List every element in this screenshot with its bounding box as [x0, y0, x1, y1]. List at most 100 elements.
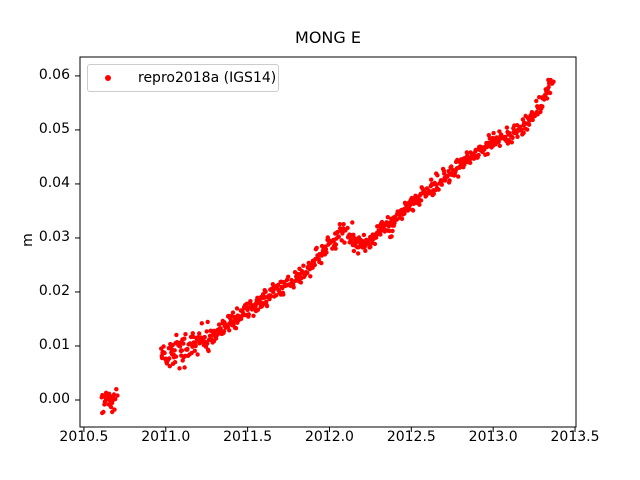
data-point [183, 332, 188, 337]
y-tick-label: 0.05 [38, 121, 70, 138]
data-point [177, 366, 182, 371]
data-point [324, 250, 329, 255]
data-point [305, 270, 310, 276]
data-point [312, 262, 317, 268]
data-point [205, 319, 210, 325]
data-point [308, 274, 313, 279]
data-point [402, 211, 407, 216]
data-point [213, 336, 219, 341]
data-point [289, 277, 294, 283]
data-point [190, 331, 195, 336]
data-point [372, 241, 378, 247]
data-point [515, 134, 520, 139]
data-point [505, 141, 511, 146]
data-point [373, 235, 379, 240]
data-point [215, 332, 220, 338]
data-point [182, 365, 187, 370]
data-point [538, 109, 543, 115]
data-point [337, 222, 342, 227]
data-point [268, 294, 274, 299]
data-point [162, 350, 167, 356]
scatter-points [99, 77, 556, 416]
data-point [173, 354, 179, 359]
data-point [185, 346, 190, 352]
data-point [114, 387, 119, 392]
data-point [392, 220, 397, 226]
data-point [205, 341, 210, 346]
y-tick-label: 0.00 [38, 391, 70, 408]
data-point [521, 130, 526, 136]
y-tick-label: 0.04 [38, 175, 70, 192]
data-point [530, 117, 535, 123]
data-point [281, 292, 286, 297]
data-point [271, 289, 276, 295]
data-point [227, 328, 232, 333]
data-point [100, 394, 106, 399]
data-point [546, 84, 551, 90]
data-point [534, 98, 539, 104]
chart-title: MONG E [295, 28, 361, 47]
data-point [504, 125, 510, 130]
data-point [378, 232, 383, 237]
y-tick-label: 0.06 [38, 67, 70, 84]
data-point [230, 310, 236, 315]
data-point [368, 244, 373, 249]
data-point [496, 139, 501, 145]
data-point [509, 140, 514, 145]
x-tick-label: 2011.5 [223, 429, 273, 445]
x-tick-label: 2011.0 [141, 429, 191, 445]
data-point [233, 326, 239, 331]
data-point [485, 151, 490, 157]
data-point [248, 299, 253, 304]
data-point [234, 306, 240, 311]
data-point [449, 164, 454, 169]
data-point [189, 350, 194, 356]
data-point [291, 285, 296, 290]
data-point [439, 182, 444, 187]
data-point [319, 260, 324, 266]
data-point [167, 356, 172, 361]
data-point [436, 187, 441, 192]
y-tick-label: 0.02 [38, 283, 70, 300]
y-tick-label: 0.01 [38, 337, 70, 354]
data-point [115, 393, 120, 398]
y-tick-label: 0.03 [38, 229, 70, 246]
legend-dot-icon [105, 75, 111, 81]
data-point [350, 220, 355, 225]
data-point [435, 173, 440, 178]
data-point [363, 248, 368, 253]
data-point [336, 234, 341, 239]
data-point [193, 343, 198, 349]
data-point [434, 182, 439, 187]
data-point [519, 127, 524, 132]
data-point [417, 202, 422, 207]
data-point [192, 348, 197, 353]
data-point [182, 336, 187, 341]
data-point [544, 91, 549, 96]
data-point [399, 216, 405, 221]
data-point [418, 198, 424, 203]
data-point [476, 152, 481, 158]
data-point [456, 174, 461, 179]
data-point [385, 215, 390, 220]
data-point [333, 242, 339, 247]
data-point [497, 129, 502, 134]
data-point [246, 312, 251, 317]
legend: repro2018a (IGS14) [87, 64, 279, 92]
legend-label: repro2018a (IGS14) [138, 70, 277, 86]
data-point [167, 364, 172, 369]
data-point [491, 130, 496, 136]
axes-frame [79, 56, 577, 428]
data-point [389, 234, 394, 239]
data-point [172, 348, 177, 353]
data-point [361, 232, 367, 238]
data-point [104, 394, 109, 400]
data-point [221, 329, 227, 334]
data-point [323, 246, 329, 252]
data-point [544, 96, 550, 101]
data-point [355, 251, 361, 256]
data-point [547, 90, 553, 96]
data-point [510, 135, 515, 140]
